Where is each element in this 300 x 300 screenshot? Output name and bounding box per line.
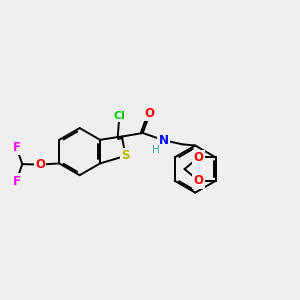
Text: O: O xyxy=(194,174,204,187)
Text: O: O xyxy=(35,158,45,171)
Text: F: F xyxy=(12,141,20,154)
Text: O: O xyxy=(145,107,155,120)
Text: Cl: Cl xyxy=(113,111,125,121)
Text: F: F xyxy=(12,175,20,188)
Text: O: O xyxy=(194,151,204,164)
Text: N: N xyxy=(158,134,168,147)
Text: H: H xyxy=(152,145,160,155)
Text: S: S xyxy=(121,149,130,162)
